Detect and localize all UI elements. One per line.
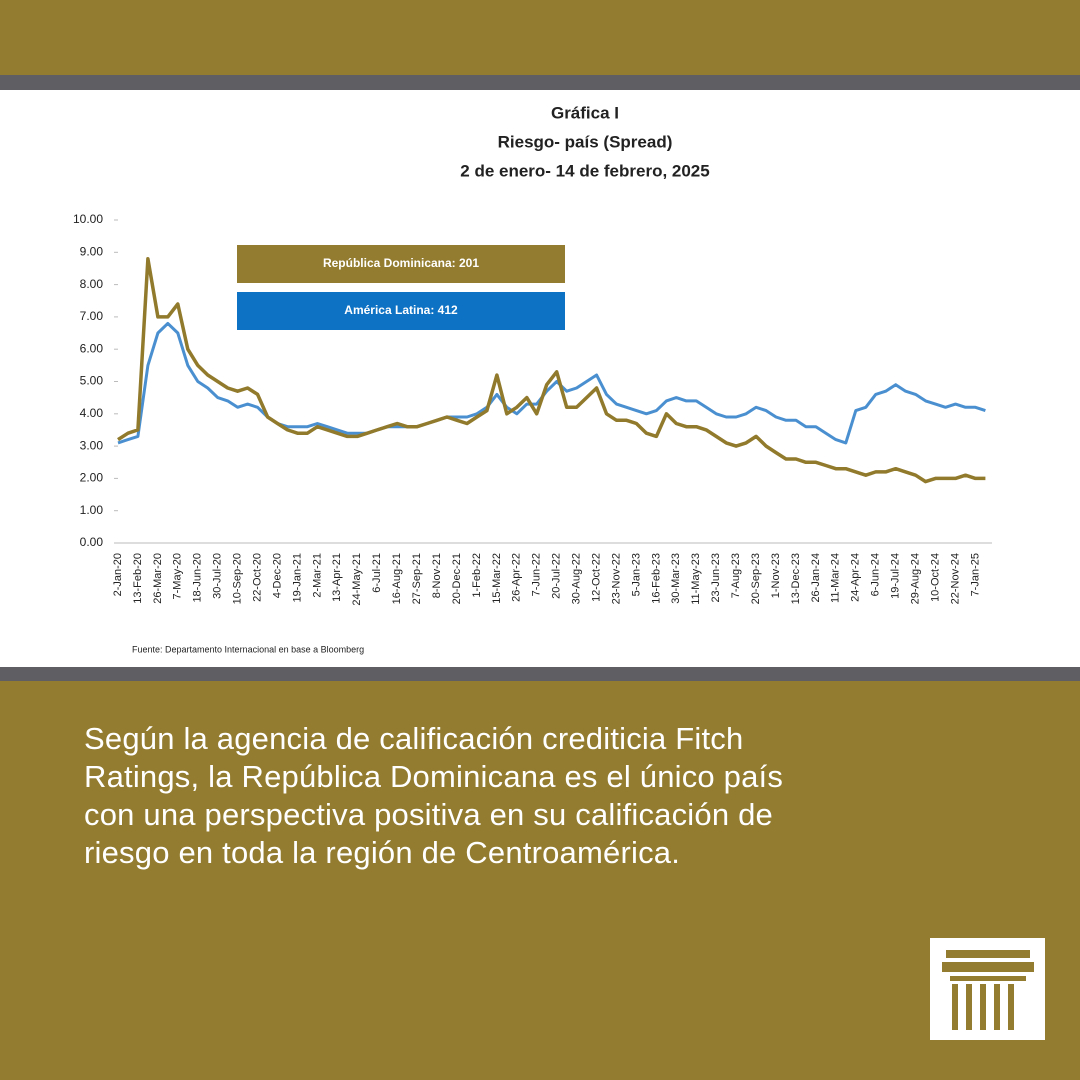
x-tick-label: 16-Feb-23 [650, 553, 662, 604]
x-tick-label: 11-May-23 [690, 553, 702, 605]
legend-swatch [237, 245, 565, 283]
x-tick-label: 2-Jan-20 [112, 553, 124, 596]
x-tick-label: 20-Jul-22 [551, 553, 563, 599]
x-tick-label: 22-Nov-24 [949, 553, 961, 604]
x-tick-label: 26-Apr-22 [511, 553, 523, 602]
chart-subtitle: Riesgo- país (Spread) [498, 132, 673, 151]
x-tick-label: 26-Jan-24 [810, 553, 822, 603]
x-tick-label: 20-Dec-21 [451, 553, 463, 604]
chart-panel [0, 90, 1080, 667]
legend-label: América Latina: 412 [344, 303, 458, 317]
y-tick-label: 0.00 [80, 535, 104, 549]
x-tick-label: 1-Nov-23 [770, 553, 782, 598]
x-tick-label: 22-Oct-20 [251, 553, 263, 602]
x-tick-label: 2-Mar-21 [311, 553, 323, 598]
x-tick-label: 18-Jun-20 [192, 553, 204, 603]
series-line [117, 321, 986, 445]
x-tick-label: 10-Oct-24 [929, 553, 941, 602]
x-tick-label: 27-Sep-21 [411, 553, 423, 604]
x-tick-label: 30-Jul-20 [212, 553, 224, 599]
x-tick-label: 23-Nov-22 [610, 553, 622, 604]
x-tick-label: 13-Apr-21 [331, 553, 343, 602]
series-line [117, 257, 986, 484]
x-tick-label: 7-Jun-22 [531, 553, 543, 596]
x-tick-label: 24-Apr-24 [850, 553, 862, 602]
y-tick-label: 4.00 [80, 406, 104, 420]
x-tick-label: 29-Aug-24 [910, 553, 922, 604]
y-tick-label: 9.00 [80, 244, 104, 258]
x-tick-label: 26-Mar-20 [152, 553, 164, 604]
x-tick-label: 6-Jun-24 [870, 553, 882, 596]
band [0, 667, 1080, 681]
x-tick-label: 8-Nov-21 [431, 553, 443, 598]
x-tick-label: 11-Mar-24 [830, 553, 842, 603]
x-tick-label: 7-Jan-25 [969, 553, 981, 596]
x-tick-label: 20-Sep-23 [750, 553, 762, 604]
y-tick-label: 10.00 [73, 212, 103, 226]
x-tick-label: 7-May-20 [172, 553, 184, 599]
x-tick-label: 30-Mar-23 [670, 553, 682, 604]
x-tick-label: 15-Mar-22 [491, 553, 503, 604]
x-tick-label: 24-May-21 [351, 553, 363, 606]
y-tick-label: 6.00 [80, 341, 104, 355]
y-tick-label: 8.00 [80, 277, 104, 291]
x-tick-label: 13-Dec-23 [790, 553, 802, 604]
x-tick-label: 19-Jul-24 [890, 553, 902, 599]
x-tick-label: 7-Aug-23 [730, 553, 742, 598]
x-tick-label: 19-Jan-21 [291, 553, 303, 603]
legend-label: República Dominicana: 201 [323, 256, 479, 270]
y-tick-label: 2.00 [80, 471, 104, 485]
y-tick-label: 1.00 [80, 503, 104, 517]
caption: Según la agencia de calificación crediti… [84, 721, 784, 870]
source: Fuente: Departamento Internacional en ba… [132, 644, 364, 654]
x-tick-label: 6-Jul-21 [371, 553, 383, 593]
x-tick-label: 4-Dec-20 [271, 553, 283, 598]
x-tick-label: 13-Feb-20 [132, 553, 144, 604]
x-tick-label: 1-Feb-22 [471, 553, 483, 598]
legend-swatch [237, 292, 565, 330]
x-tick-label: 5-Jan-23 [630, 553, 642, 596]
y-tick-label: 7.00 [80, 309, 104, 323]
band [0, 75, 1080, 90]
chart-subtitle: 2 de enero- 14 de febrero, 2025 [460, 161, 709, 180]
y-tick-label: 3.00 [80, 438, 104, 452]
x-tick-label: 16-Aug-21 [391, 553, 403, 604]
chart-title: Gráfica I [551, 103, 619, 122]
x-tick-label: 12-Oct-22 [590, 553, 602, 602]
x-tick-label: 23-Jun-23 [710, 553, 722, 603]
x-tick-label: 30-Aug-22 [571, 553, 583, 604]
logo [930, 938, 1045, 1040]
y-tick-label: 5.00 [80, 374, 104, 388]
x-tick-label: 10-Sep-20 [232, 553, 244, 604]
